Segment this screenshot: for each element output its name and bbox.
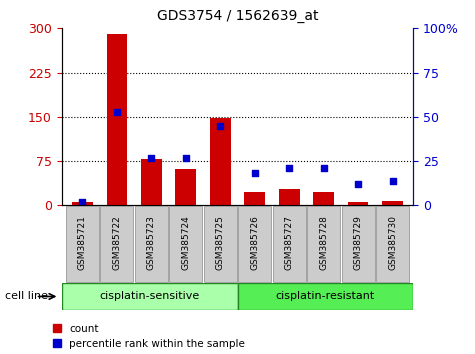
- Bar: [348, 202, 369, 205]
- Bar: [66, 206, 99, 282]
- Text: GSM385722: GSM385722: [113, 215, 122, 270]
- Point: [79, 199, 86, 205]
- Text: cisplatin-sensitive: cisplatin-sensitive: [99, 291, 200, 302]
- Bar: [238, 283, 413, 310]
- Bar: [135, 206, 168, 282]
- Point: [217, 123, 224, 129]
- Text: GSM385721: GSM385721: [78, 215, 87, 270]
- Point: [389, 178, 396, 183]
- Point: [113, 109, 121, 114]
- Text: GSM385724: GSM385724: [181, 215, 190, 270]
- Point: [251, 171, 258, 176]
- Bar: [376, 206, 409, 282]
- Bar: [72, 202, 93, 205]
- Bar: [175, 169, 196, 205]
- Text: cell line: cell line: [5, 291, 48, 302]
- Text: GSM385729: GSM385729: [353, 215, 362, 270]
- Bar: [245, 192, 265, 205]
- Bar: [106, 34, 127, 205]
- Bar: [204, 206, 237, 282]
- Legend: count, percentile rank within the sample: count, percentile rank within the sample: [53, 324, 245, 349]
- Title: GDS3754 / 1562639_at: GDS3754 / 1562639_at: [157, 9, 318, 23]
- Text: GSM385726: GSM385726: [250, 215, 259, 270]
- Text: GSM385730: GSM385730: [388, 215, 397, 270]
- Bar: [273, 206, 306, 282]
- Bar: [62, 283, 238, 310]
- Bar: [169, 206, 202, 282]
- Text: GSM385728: GSM385728: [319, 215, 328, 270]
- Bar: [307, 206, 340, 282]
- Point: [320, 165, 327, 171]
- Bar: [210, 118, 230, 205]
- Bar: [100, 206, 133, 282]
- Text: cisplatin-resistant: cisplatin-resistant: [276, 291, 375, 302]
- Bar: [238, 206, 271, 282]
- Text: GSM385725: GSM385725: [216, 215, 225, 270]
- Bar: [342, 206, 375, 282]
- Point: [182, 155, 190, 160]
- Text: GSM385727: GSM385727: [285, 215, 294, 270]
- Bar: [314, 192, 334, 205]
- Bar: [279, 189, 300, 205]
- Point: [354, 181, 362, 187]
- Text: GSM385723: GSM385723: [147, 215, 156, 270]
- Bar: [141, 159, 162, 205]
- Point: [148, 155, 155, 160]
- Bar: [382, 201, 403, 205]
- Point: [285, 165, 293, 171]
